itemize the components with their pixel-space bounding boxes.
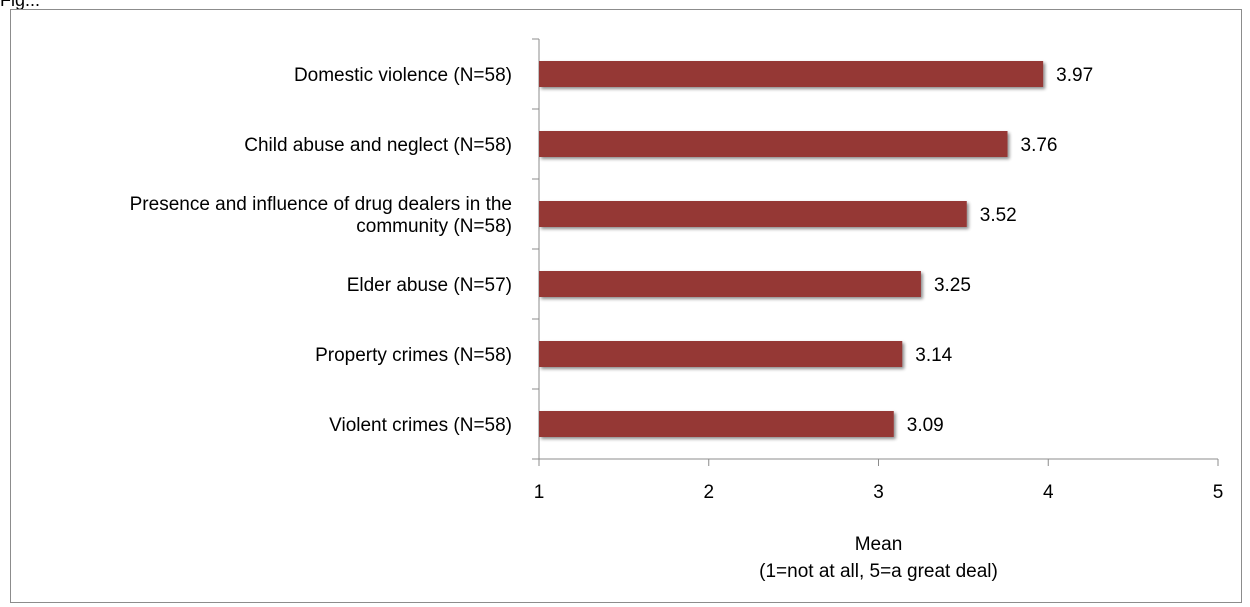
value-tick-label: 4: [1043, 482, 1054, 503]
value-tick-label: 5: [1213, 482, 1224, 503]
value-tick-label: 2: [703, 482, 714, 503]
data-label: 3.76: [1021, 135, 1058, 156]
category-label: Domestic violence (N=58): [294, 65, 512, 86]
data-label: 3.52: [980, 205, 1017, 226]
figure-caption-fragment: Fig...: [0, 0, 41, 10]
category-label: Presence and influence of drug dealers i…: [130, 194, 512, 237]
category-label: Child abuse and neglect (N=58): [244, 135, 512, 156]
value-tick-label: 1: [534, 482, 545, 503]
bar: [539, 411, 894, 437]
bar: [539, 341, 903, 367]
bar: [539, 61, 1044, 87]
x-axis-title: Mean: [855, 534, 903, 555]
bar: [539, 131, 1008, 157]
data-label: 3.09: [907, 415, 944, 436]
data-label: 3.97: [1056, 65, 1093, 86]
data-label: 3.25: [934, 275, 971, 296]
category-label: Elder abuse (N=57): [347, 275, 512, 296]
x-axis-subtitle: (1=not at all, 5=a great deal): [759, 561, 998, 582]
bar: [539, 271, 921, 297]
category-label: Violent crimes (N=58): [329, 415, 512, 436]
data-label: 3.14: [915, 345, 952, 366]
category-label: Property crimes (N=58): [315, 345, 512, 366]
chart-frame: [10, 9, 1242, 603]
bar: [539, 201, 967, 227]
value-tick-label: 3: [873, 482, 884, 503]
